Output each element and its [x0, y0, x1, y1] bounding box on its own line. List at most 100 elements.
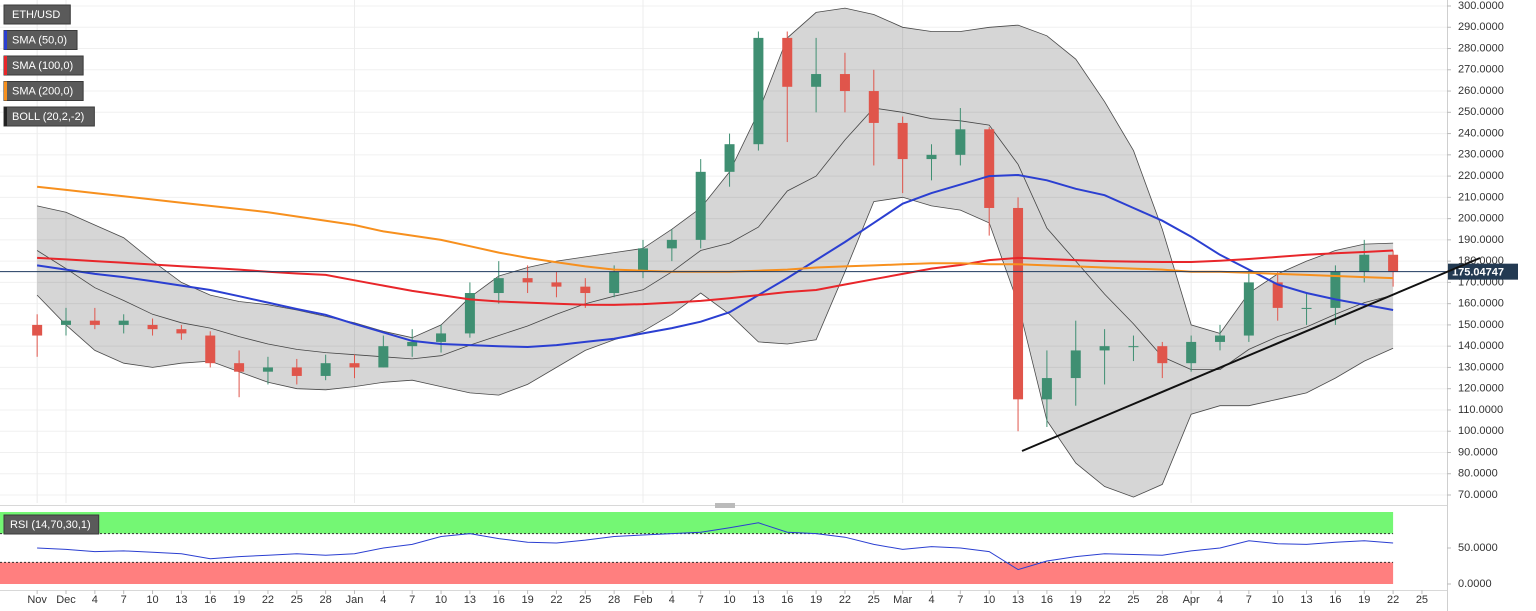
- candle-body: [638, 248, 648, 272]
- candle-body: [984, 129, 995, 208]
- y-tick-label: 190.0000: [1458, 234, 1504, 246]
- x-tick-label: 28: [1156, 594, 1168, 606]
- y-tick-label: 300.0000: [1458, 0, 1504, 12]
- candle-body: [1272, 282, 1283, 308]
- candle-body: [1359, 254, 1370, 272]
- band-upper: [37, 7, 1394, 339]
- rsi-y-tick-label: 50.0000: [1458, 542, 1498, 554]
- legend-box: [3, 4, 71, 25]
- x-tick-label: Feb: [634, 594, 653, 606]
- x-tick-label: 13: [1012, 594, 1024, 606]
- candle-body: [205, 335, 216, 364]
- candle-body: [1301, 307, 1312, 309]
- main-pane: [0, 0, 1447, 503]
- candle-body: [118, 320, 129, 325]
- x-tick-label: 25: [1416, 594, 1428, 606]
- x-tick-label: 22: [550, 594, 562, 606]
- y-tick-label: 80.0000: [1458, 468, 1498, 480]
- x-tick-label: 16: [781, 594, 793, 606]
- x-tick-label: 19: [1070, 594, 1082, 606]
- x-tick-label: 28: [608, 594, 620, 606]
- x-tick-label: 25: [868, 594, 880, 606]
- x-tick-label: 19: [810, 594, 822, 606]
- legend-label: SMA (100,0): [12, 60, 73, 72]
- x-tick-label: 10: [146, 594, 158, 606]
- x-tick-label: 16: [1329, 594, 1341, 606]
- x-tick-label: 28: [320, 594, 332, 606]
- pane-handle[interactable]: [715, 503, 735, 508]
- candle-body: [234, 363, 245, 372]
- x-tick-label: Mar: [893, 594, 912, 606]
- x-tick-label: 16: [204, 594, 216, 606]
- candle-body: [609, 271, 620, 294]
- x-tick-label: 13: [752, 594, 764, 606]
- y-tick-label: 210.0000: [1458, 191, 1504, 203]
- y-tick-label: 160.0000: [1458, 298, 1504, 310]
- y-tick-label: 250.0000: [1458, 106, 1504, 118]
- y-tick-label: 270.0000: [1458, 64, 1504, 76]
- rsi-label: RSI (14,70,30,1): [10, 519, 91, 531]
- candle-body: [89, 320, 100, 325]
- trend-line: [1021, 257, 1481, 452]
- candle-body: [695, 171, 706, 240]
- legend-swatch: [4, 81, 7, 101]
- candle-body: [378, 346, 389, 368]
- y-tick-label: 110.0000: [1458, 404, 1503, 416]
- candle-body: [1215, 335, 1225, 342]
- legend-swatch: [4, 107, 7, 126]
- x-tick-label: 7: [698, 594, 704, 606]
- candle-body: [1243, 282, 1254, 336]
- rsi-overbought-zone: [0, 512, 1394, 534]
- candle-body: [868, 91, 879, 123]
- candle-body: [955, 129, 966, 155]
- y-tick-label: 290.0000: [1458, 21, 1504, 33]
- candle-body: [724, 144, 735, 172]
- y-tick-label: 230.0000: [1458, 149, 1504, 161]
- x-tick-label: Jan: [346, 594, 364, 606]
- candle-body: [811, 74, 822, 87]
- x-tick-label: 16: [1041, 594, 1053, 606]
- x-tick-label: 13: [175, 594, 187, 606]
- x-tick-label: 25: [1127, 594, 1139, 606]
- legend-label: SMA (200,0): [12, 85, 73, 97]
- y-tick-label: 130.0000: [1458, 361, 1504, 373]
- x-tick-label: 4: [928, 594, 934, 606]
- x-tick-label: 4: [92, 594, 98, 606]
- candle-body: [753, 37, 764, 145]
- y-tick-label: 240.0000: [1458, 127, 1504, 139]
- candle-body: [1041, 378, 1052, 400]
- candle-body: [1388, 254, 1399, 272]
- y-tick-label: 150.0000: [1458, 319, 1504, 331]
- sma-line: [36, 173, 1394, 349]
- candle-body: [320, 363, 331, 376]
- x-tick-label: 19: [1358, 594, 1370, 606]
- legend-label: BOLL (20,2,-2): [12, 111, 84, 123]
- candle-body: [1128, 346, 1139, 348]
- rsi-line: [37, 522, 1394, 571]
- rsi-y-tick-label: 0.0000: [1458, 578, 1492, 590]
- band-fill: [37, 8, 1394, 498]
- candle-body: [1013, 207, 1024, 400]
- candle-body: [551, 282, 562, 287]
- candle-body: [407, 341, 418, 347]
- x-tick-label: 16: [493, 594, 505, 606]
- candle-body: [349, 363, 360, 368]
- x-tick-label: 4: [1217, 594, 1223, 606]
- candle-body: [839, 74, 850, 92]
- x-tick-label: Apr: [1183, 594, 1200, 606]
- legend-swatch: [4, 56, 7, 75]
- candle-body: [1099, 346, 1110, 351]
- x-tick-label: 19: [233, 594, 245, 606]
- y-tick-label: 200.0000: [1458, 213, 1504, 225]
- candle-body: [666, 239, 677, 249]
- candle-body: [1157, 346, 1168, 364]
- y-tick-label: 140.0000: [1458, 340, 1504, 352]
- rsi-oversold-zone: [0, 562, 1394, 584]
- candle-body: [782, 37, 793, 87]
- x-tick-label: Nov: [27, 594, 47, 606]
- y-tick-label: 120.0000: [1458, 383, 1504, 395]
- last-price-label: 175.04747: [1452, 267, 1504, 279]
- y-tick-label: 90.0000: [1458, 446, 1498, 458]
- x-tick-label: 25: [291, 594, 303, 606]
- x-tick-label: 13: [1300, 594, 1312, 606]
